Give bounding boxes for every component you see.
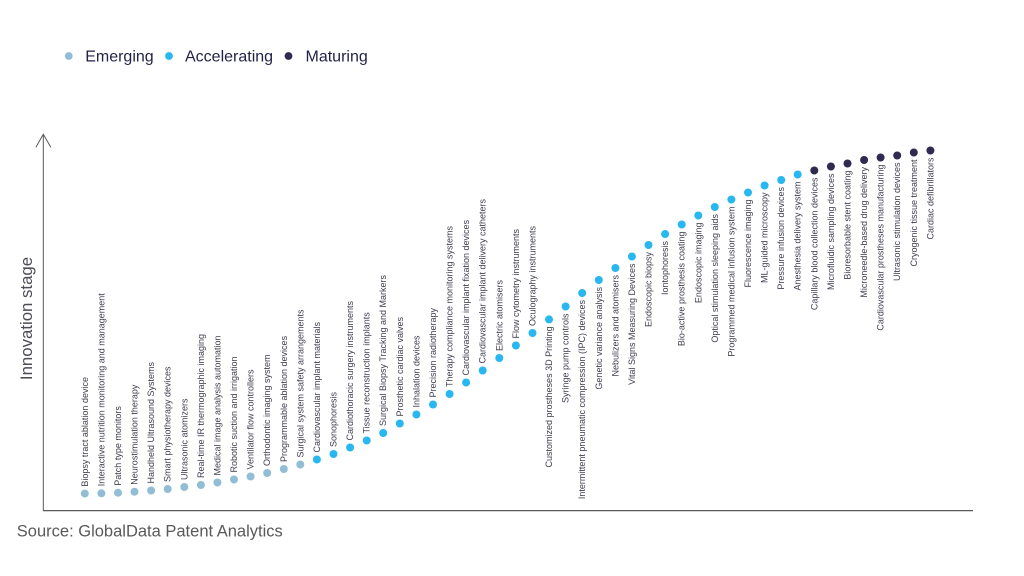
svg-text:Cardiovascular implant deliver: Cardiovascular implant delivery catheter…: [478, 198, 488, 363]
svg-text:Source: GlobalData Patent Anal: Source: GlobalData Patent Analytics: [17, 523, 283, 541]
svg-text:Vital Signs Measuring Devices: Vital Signs Measuring Devices: [627, 263, 637, 385]
svg-text:Microneedle-based drug deliver: Microneedle-based drug delivery: [859, 167, 869, 298]
svg-text:Handheld Ultrasound Systems: Handheld Ultrasound Systems: [146, 361, 156, 483]
svg-text:Fluorescence imaging: Fluorescence imaging: [743, 200, 753, 288]
svg-text:Prosthetic cardiac valves: Prosthetic cardiac valves: [395, 316, 405, 416]
svg-text:Sonophoresis: Sonophoresis: [329, 391, 339, 447]
svg-text:Accelerating: Accelerating: [185, 49, 273, 66]
svg-text:Orthodontic imaging system: Orthodontic imaging system: [262, 354, 272, 466]
svg-text:Medical image analysis automat: Medical image analysis automation: [212, 335, 222, 475]
svg-text:Tissue reconstruction implants: Tissue reconstruction implants: [362, 312, 372, 434]
svg-text:Syringe pump controls: Syringe pump controls: [561, 313, 571, 403]
svg-text:Cardiovascular implant fixatio: Cardiovascular implant fixation devices: [461, 219, 471, 375]
svg-text:Pressure infusion devices: Pressure infusion devices: [776, 187, 786, 290]
svg-text:Programmed medical infusion sy: Programmed medical infusion system: [726, 207, 736, 357]
svg-text:Cardiac defibrillators: Cardiac defibrillators: [925, 157, 935, 240]
svg-text:Cryogenic tissue treatment: Cryogenic tissue treatment: [909, 159, 919, 267]
svg-text:Biopsy tract ablation device: Biopsy tract ablation device: [80, 377, 90, 487]
svg-text:Iontophoresis: Iontophoresis: [660, 241, 670, 296]
svg-text:Anesthesia delivery system: Anesthesia delivery system: [793, 182, 803, 291]
svg-text:Inhalation devices: Inhalation devices: [411, 335, 421, 408]
svg-text:Ventilator flow controllers: Ventilator flow controllers: [246, 369, 256, 470]
svg-text:Therapy compliance monitoring: Therapy compliance monitoring systems: [445, 225, 455, 387]
svg-text:Cardiovascular implant materia: Cardiovascular implant materials: [312, 321, 322, 452]
svg-text:Programmable ablation devices: Programmable ablation devices: [279, 335, 289, 462]
svg-text:Real-time IR thermographic ima: Real-time IR thermographic imaging: [196, 334, 206, 478]
svg-text:Smart physiotherapy devices: Smart physiotherapy devices: [163, 366, 173, 482]
svg-text:Flow cytometry instruments: Flow cytometry instruments: [511, 228, 521, 338]
svg-text:Capillary blood collection dev: Capillary blood collection devices: [809, 177, 819, 310]
svg-text:Electric atomisers: Electric atomisers: [494, 279, 504, 351]
svg-text:Interactive nutrition monitori: Interactive nutrition monitoring and man…: [96, 293, 106, 487]
svg-text:ML-guided microscopy: ML-guided microscopy: [760, 192, 770, 283]
svg-text:Precision radiotherapy: Precision radiotherapy: [428, 307, 438, 397]
svg-text:Microfluidic sampling devices: Microfluidic sampling devices: [826, 173, 836, 290]
svg-text:Nebulizers and atomisers: Nebulizers and atomisers: [610, 275, 620, 377]
svg-text:Maturing: Maturing: [306, 49, 368, 66]
svg-text:Innovation stage: Innovation stage: [17, 257, 36, 380]
svg-text:Ultrasonic stimulation devices: Ultrasonic stimulation devices: [892, 162, 902, 281]
svg-text:Emerging: Emerging: [85, 49, 153, 66]
svg-text:Cardiovascular prostheses manu: Cardiovascular prostheses manufacturing: [876, 165, 886, 331]
svg-text:Surgical Biopsy Tracking and M: Surgical Biopsy Tracking and Markers: [378, 274, 388, 426]
svg-text:Surgical system safety arrange: Surgical system safety arrangements: [295, 309, 305, 458]
svg-text:Endoscopic imaging: Endoscopic imaging: [693, 223, 703, 304]
svg-text:Patch type monitors: Patch type monitors: [113, 406, 123, 486]
svg-text:Cardiothoracic surgery instrum: Cardiothoracic surgery instruments: [345, 300, 355, 440]
svg-text:Optical stimulation sleeping a: Optical stimulation sleeping aids: [710, 214, 720, 343]
svg-text:Robotic suction and irrigation: Robotic suction and irrigation: [229, 356, 239, 472]
svg-text:Genetic variance analysis: Genetic variance analysis: [594, 287, 604, 390]
svg-text:Bio-active prosthesis coating: Bio-active prosthesis coating: [677, 232, 687, 347]
svg-text:Intermittent pneumatic compres: Intermittent pneumatic compression (IPC)…: [577, 300, 587, 500]
svg-text:Bioresorbable stent coating: Bioresorbable stent coating: [843, 171, 853, 280]
svg-text:Oculography instruments: Oculography instruments: [528, 225, 538, 326]
svg-text:Endoscopic biopsy: Endoscopic biopsy: [644, 252, 654, 328]
svg-text:Ultrasonic atomizers: Ultrasonic atomizers: [179, 398, 189, 480]
svg-text:Customized prostheses 3D Print: Customized prostheses 3D Printing: [544, 326, 554, 467]
svg-text:Neurostimulation therapy: Neurostimulation therapy: [130, 384, 140, 485]
